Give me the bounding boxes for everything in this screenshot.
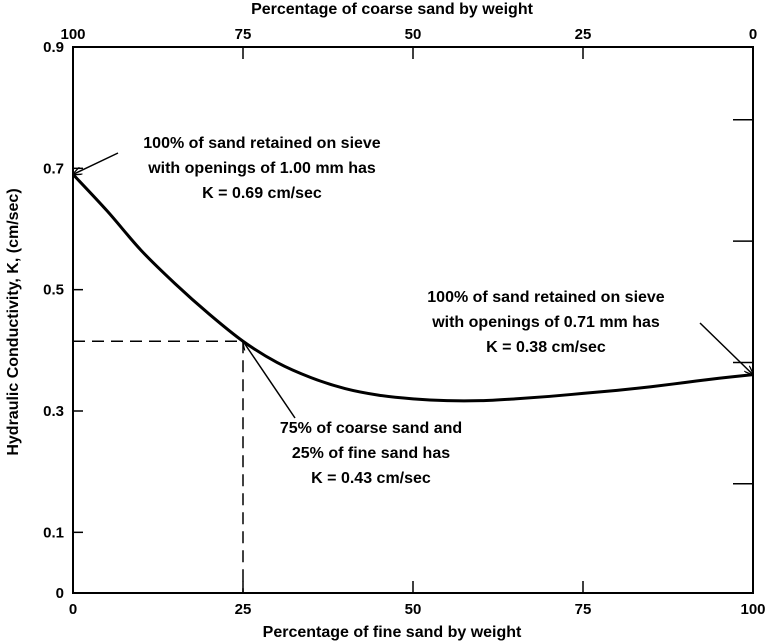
x-axis-ticks: 0 25 50 75 100 [69,581,766,618]
x-tick-label: 100 [740,601,765,618]
x-tick-label: 75 [575,601,592,618]
x2-tick-label: 50 [405,26,422,43]
x-tick-label: 0 [69,601,77,618]
annotation-arrow [699,322,753,375]
y-tick-label: 0.3 [43,403,64,420]
annotation-text: 25% of fine sand has [292,445,450,462]
y-axis-title: Hydraulic Conductivity, K, (cm/sec) [5,188,22,455]
x-axis-title: Percentage of fine sand by weight [263,624,522,641]
y-tick-label: 0.9 [43,39,64,56]
y-tick-label: 0.5 [43,282,64,299]
annotation-arrow [243,341,296,419]
annotation-text: 100% of sand retained on sieve [143,135,381,152]
annotations: 100% of sand retained on sieve with openi… [73,135,753,487]
annotation-arrow [73,152,119,174]
annotation-text: K = 0.69 cm/sec [202,185,322,202]
annotation-text: K = 0.43 cm/sec [311,470,431,487]
annotation-text: K = 0.38 cm/sec [486,339,606,356]
annotation-text: 100% of sand retained on sieve [427,289,665,306]
reference-lines [73,340,244,593]
y-axis-ticks: 0 0.1 0.3 0.5 0.7 0.9 [43,39,83,602]
y-tick-label: 0.7 [43,160,64,177]
x2-axis-title: Percentage of coarse sand by weight [251,1,534,18]
annotation-text: with openings of 0.71 mm has [431,314,660,331]
right-axis-ticks [733,119,753,485]
x2-tick-label: 25 [575,26,592,43]
top-axis-ticks: 100 75 50 25 0 [60,26,757,59]
y-tick-label: 0 [56,585,64,602]
annotation-text: 75% of coarse sand and [280,420,462,437]
annotation-text: with openings of 1.00 mm has [147,160,376,177]
x2-tick-label: 100 [60,26,85,43]
x-tick-label: 25 [235,601,252,618]
x-tick-label: 50 [405,601,422,618]
k-curve [71,173,754,403]
x2-tick-label: 0 [749,26,757,43]
y-tick-label: 0.1 [43,524,64,541]
x2-tick-label: 75 [235,26,252,43]
